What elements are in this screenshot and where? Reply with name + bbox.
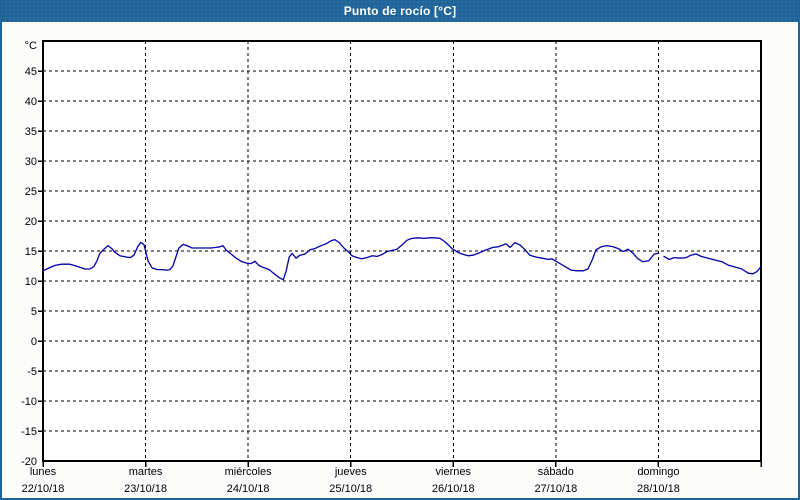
y-tick-label: 0 xyxy=(31,336,37,348)
y-tick-label: 35 xyxy=(25,126,37,138)
y-tick-label: -10 xyxy=(21,396,37,408)
y-tick-label: 10 xyxy=(25,276,37,288)
y-tick-label: 5 xyxy=(31,306,37,318)
x-date-label: 26/10/18 xyxy=(432,483,475,495)
chart-title: Punto de rocío [°C] xyxy=(343,4,457,18)
y-tick-label: 45 xyxy=(25,66,37,78)
x-day-label: lunes xyxy=(30,466,57,478)
x-date-label: 22/10/18 xyxy=(22,483,65,495)
dewpoint-series-line xyxy=(42,237,762,281)
x-date-label: 25/10/18 xyxy=(329,483,372,495)
x-date-label: 27/10/18 xyxy=(534,483,577,495)
y-tick-label: 20 xyxy=(25,216,37,228)
x-day-label: jueves xyxy=(334,466,367,478)
y-tick-label: -20 xyxy=(21,456,37,468)
chart-title-bar: Punto de rocío [°C] xyxy=(0,0,800,22)
plot-area xyxy=(43,41,761,461)
x-date-label: 24/10/18 xyxy=(227,483,270,495)
x-day-label: miércoles xyxy=(225,466,273,478)
y-axis-unit-label: °C xyxy=(25,40,37,52)
x-day-label: sábado xyxy=(538,466,574,478)
y-tick-label: 15 xyxy=(25,246,37,258)
x-day-label: viernes xyxy=(436,466,472,478)
x-date-label: 28/10/18 xyxy=(637,483,680,495)
y-tick-label: 25 xyxy=(25,186,37,198)
y-tick-label: 40 xyxy=(25,96,37,108)
plot-frame xyxy=(42,40,762,462)
x-date-label: 23/10/18 xyxy=(124,483,167,495)
y-tick-label: -15 xyxy=(21,426,37,438)
y-tick-label: -5 xyxy=(27,366,37,378)
y-tick-label: 30 xyxy=(25,156,37,168)
x-day-label: domingo xyxy=(637,466,679,478)
x-day-label: martes xyxy=(129,466,163,478)
